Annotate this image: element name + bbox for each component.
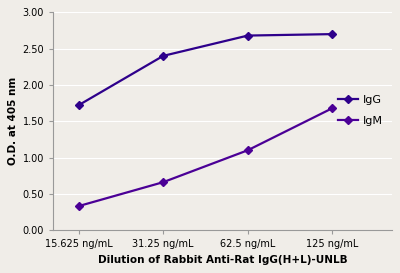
X-axis label: Dilution of Rabbit Anti-Rat IgG(H+L)-UNLB: Dilution of Rabbit Anti-Rat IgG(H+L)-UNL… [98,255,347,265]
IgG [330,32,335,36]
Line: IgM: IgM [76,105,335,209]
Legend: IgG, IgM: IgG, IgM [335,91,386,129]
IgM [76,204,81,208]
IgM [161,180,166,184]
IgM [330,106,335,110]
Line: IgG: IgG [76,31,335,108]
IgM [245,149,250,152]
IgG [76,103,81,107]
IgG [245,34,250,37]
Y-axis label: O.D. at 405 nm: O.D. at 405 nm [8,77,18,165]
IgG [161,54,166,58]
